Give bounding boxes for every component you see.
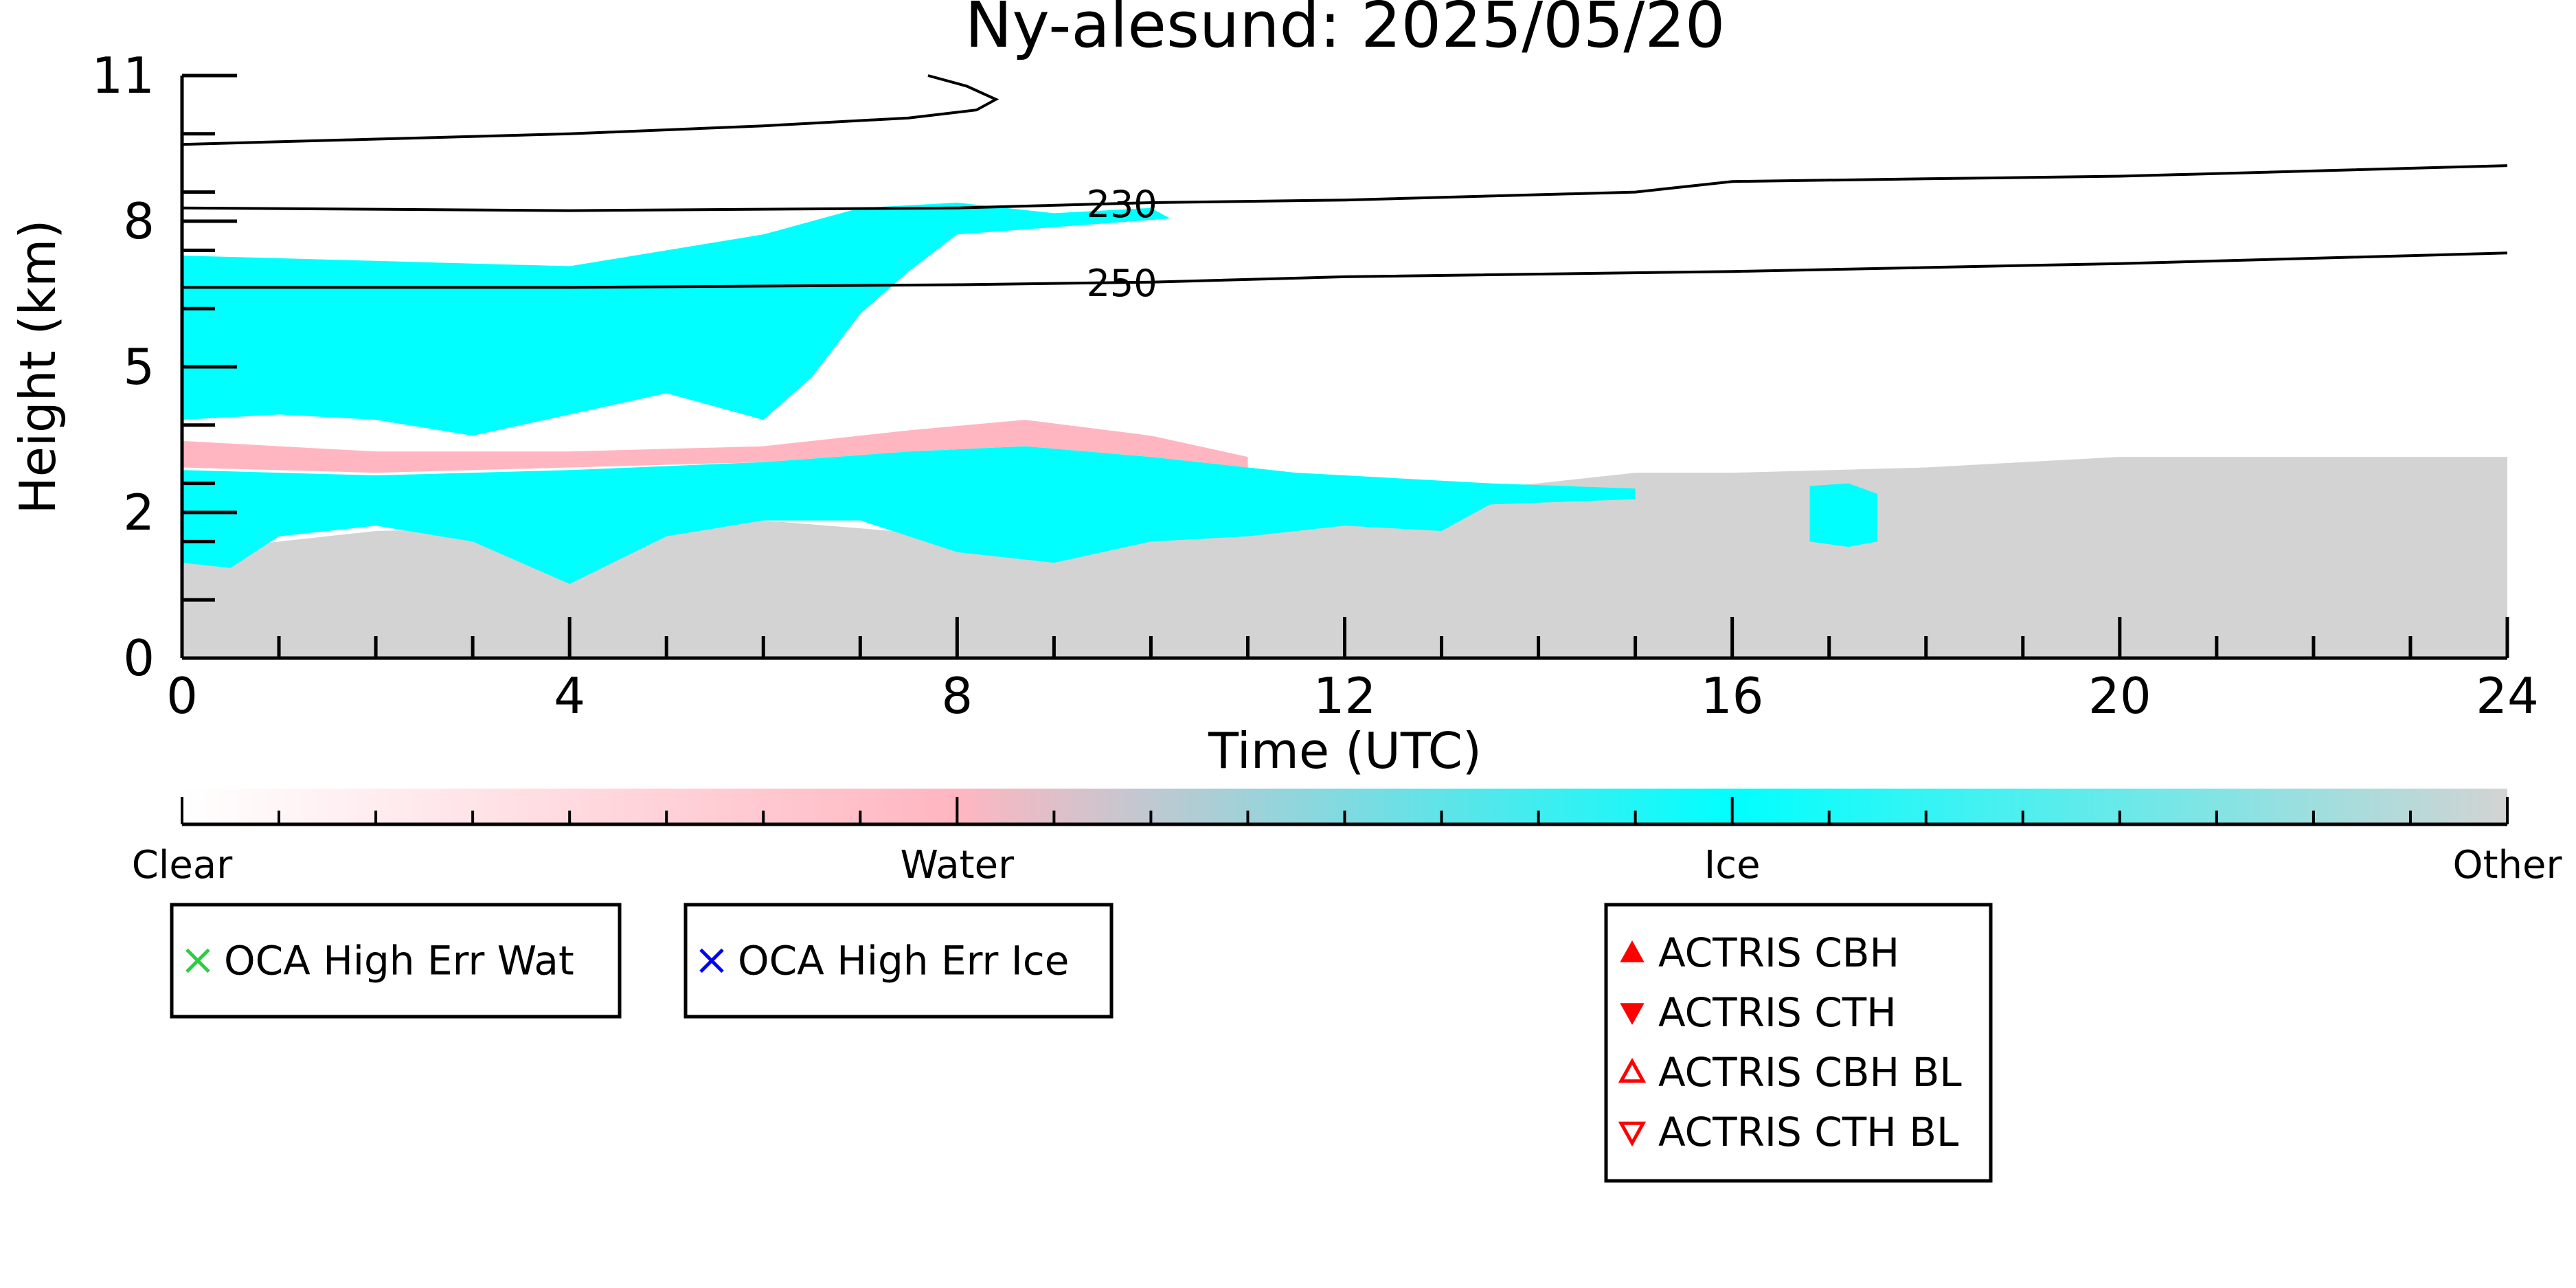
legend-marker-triangle-down-icon — [1620, 1003, 1645, 1026]
ice-patch-region — [1809, 483, 1878, 547]
legend-entry-label: OCA High Err Ice — [738, 938, 1069, 984]
legend-frame — [170, 903, 622, 1019]
x-tick-label: 16 — [1701, 667, 1764, 725]
legend-entry-label: OCA High Err Wat — [224, 938, 574, 984]
y-tick-label: 8 — [123, 192, 155, 250]
colorbar-label: Water — [901, 843, 1015, 888]
x-tick-label: 24 — [2476, 667, 2539, 725]
legend-marker-triangle-down-icon — [1618, 1121, 1647, 1147]
x-tick-label: 0 — [166, 667, 198, 725]
other-region — [182, 457, 2507, 658]
y-tick-label: 0 — [123, 629, 155, 687]
plot-area — [182, 203, 2507, 658]
colorbar-label: Ice — [1704, 843, 1761, 888]
marker-legends: OCA High Err Wat OCA High Err Ice ACTRIS C… — [170, 903, 1993, 1183]
legend-marker-x-icon — [699, 948, 724, 973]
contour-label: 230 — [1087, 183, 1157, 226]
legend-marker-x-icon — [185, 948, 210, 973]
legend-entry-label: ACTRIS CBH — [1658, 929, 1899, 976]
x-tick-label: 8 — [941, 667, 973, 725]
legend-box: ACTRIS CBH ACTRIS CTH ACTRIS CBH BL ACTRIS … — [1604, 903, 1993, 1183]
y-tick-label: 5 — [123, 338, 155, 396]
legend-frame — [1604, 903, 1993, 1183]
legend-entry-label: ACTRIS CTH — [1658, 989, 1897, 1036]
x-tick-label: 20 — [2088, 667, 2151, 725]
legend-frame — [683, 903, 1114, 1019]
legend-box: OCA High Err Ice — [683, 903, 1114, 1019]
y-tick-label: 2 — [123, 484, 155, 541]
legend-entry-label: ACTRIS CTH BL — [1658, 1109, 1958, 1155]
ice-lower-region — [182, 446, 1636, 585]
temperature-contours: 230 250 — [181, 74, 2508, 305]
water-layer-region — [182, 420, 1248, 473]
contour-line — [181, 74, 999, 146]
y-tick-label: 11 — [91, 47, 155, 104]
contour-line — [181, 164, 2508, 212]
axes: 0 4 8 12 16 20 24 0 2 5 8 11 — [91, 47, 2538, 725]
x-tick-label: 4 — [554, 667, 585, 725]
colorbar-label: Other — [2452, 843, 2562, 888]
ice-upper-region — [182, 203, 1171, 436]
contour-line — [182, 251, 2508, 289]
chart-title: Ny-alesund: 2025/05/20 — [965, 0, 1726, 62]
x-axis-label: Time (UTC) — [1208, 722, 1482, 780]
legend-box: OCA High Err Wat — [170, 903, 622, 1019]
colorbar-label: Clear — [132, 843, 233, 888]
y-axis-label: Height (km) — [9, 220, 67, 515]
contour-label: 250 — [1087, 262, 1157, 305]
class-colorbar: Clear Water Ice Other — [132, 789, 2562, 888]
legend-entry-label: ACTRIS CBH BL — [1658, 1049, 1962, 1096]
x-tick-label: 12 — [1313, 667, 1377, 725]
legend-marker-triangle-up-icon — [1618, 1057, 1647, 1083]
legend-marker-triangle-up-icon — [1620, 940, 1645, 962]
